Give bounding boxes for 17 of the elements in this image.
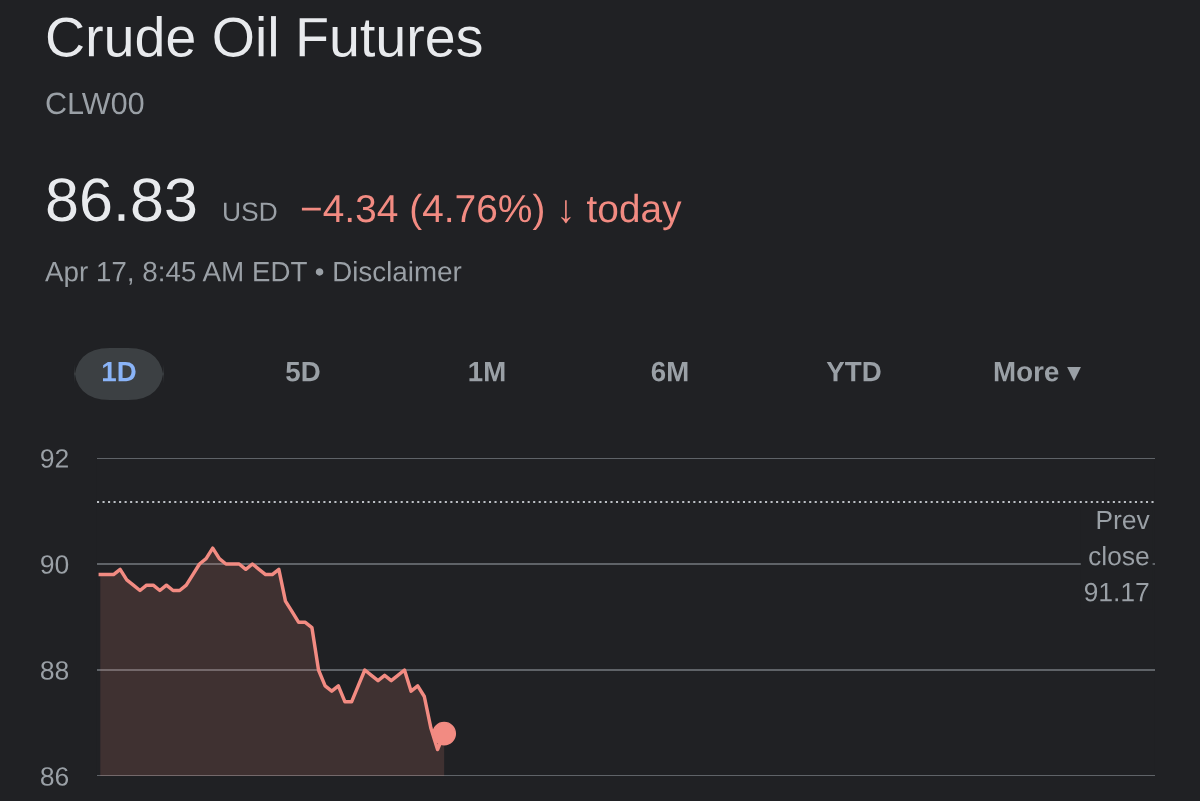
text: USD	[224, 202, 277, 222]
y-tick-label: 90	[41, 555, 69, 574]
text: 1D	[103, 362, 136, 382]
text: 6M	[651, 361, 688, 382]
text: More ▾	[994, 362, 1081, 382]
y-tick-label: 92	[41, 449, 68, 468]
text: −4.34 (4.76%) ↓ today	[301, 193, 682, 231]
text: 5D	[286, 362, 320, 382]
text: 1M	[469, 362, 505, 382]
text: YTD	[826, 362, 881, 382]
ref-line-label: Prev close 91.17	[1084, 510, 1150, 602]
y-tick-label: 86	[41, 767, 69, 786]
y-tick-label: 88	[41, 661, 69, 680]
chart-subtitle: CLW00	[46, 92, 144, 115]
chart-title: Crude Oil Futures	[47, 16, 482, 57]
text: 86.83	[47, 178, 196, 222]
text: Apr 17, 8:45 AM EDT • Disclaimer	[45, 261, 462, 287]
